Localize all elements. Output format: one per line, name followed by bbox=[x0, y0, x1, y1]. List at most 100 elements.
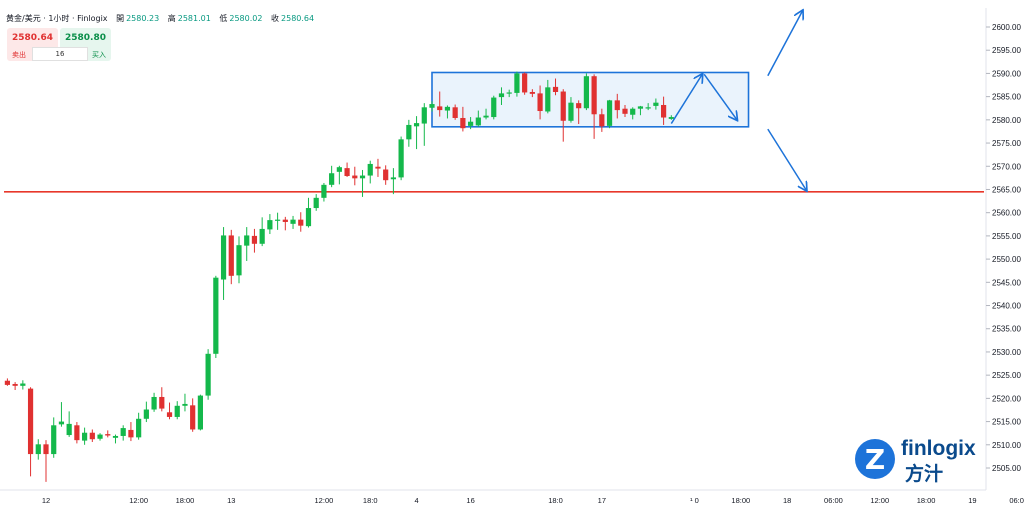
y-tick-label: 2565.00 bbox=[992, 185, 1021, 194]
zigzag-arrow-up bbox=[670, 74, 702, 124]
candle-body bbox=[483, 115, 489, 118]
candle-body bbox=[383, 169, 389, 181]
interval-label: 1小时 bbox=[48, 14, 70, 23]
candle-body bbox=[159, 396, 165, 409]
buy-label: 买入 bbox=[92, 51, 106, 59]
candle-body bbox=[514, 73, 520, 93]
open-label: 開 bbox=[116, 14, 125, 23]
x-tick-label: 18:00 bbox=[176, 496, 195, 505]
x-tick-label: 18:00 bbox=[917, 496, 936, 505]
symbol-label: 黄金/美元 bbox=[6, 14, 41, 23]
x-tick-label: 12 bbox=[42, 496, 50, 505]
y-tick-label: 2550.00 bbox=[992, 255, 1021, 264]
candle-body bbox=[305, 208, 312, 227]
candle-body bbox=[452, 107, 458, 118]
quantity-input[interactable]: 16 bbox=[32, 47, 88, 61]
candle-body bbox=[120, 428, 126, 436]
candle-body bbox=[112, 435, 119, 438]
chart-header: 黄金/美元 · 1小时 · Finlogix 開 2580.23 高 2581.01… bbox=[6, 13, 314, 24]
candle-body bbox=[97, 434, 103, 439]
candle-body bbox=[190, 405, 196, 430]
candle-body bbox=[58, 421, 65, 425]
candle-body bbox=[220, 235, 227, 280]
candle-body bbox=[166, 412, 173, 417]
y-tick-label: 2525.00 bbox=[992, 371, 1021, 380]
candle-body bbox=[4, 380, 10, 385]
finlogix-logo: Z finlogix 方汁 bbox=[855, 437, 987, 485]
candle-body bbox=[468, 121, 474, 126]
candle-body bbox=[637, 106, 644, 109]
candle-body bbox=[313, 197, 319, 209]
candle-body bbox=[645, 107, 651, 109]
candle-body bbox=[89, 432, 95, 440]
candle-body bbox=[529, 91, 535, 94]
candle-body bbox=[43, 444, 49, 455]
candle-body bbox=[182, 403, 188, 406]
candle-body bbox=[267, 220, 273, 230]
candle-body bbox=[197, 395, 203, 430]
candle-body bbox=[622, 108, 628, 114]
y-tick-label: 2590.00 bbox=[992, 69, 1021, 78]
candle-body bbox=[367, 163, 373, 176]
candle-body bbox=[12, 383, 18, 386]
candle-body bbox=[614, 100, 620, 111]
trade-widget: 2580.64 卖出 2580.80 买入 16 bbox=[7, 28, 111, 62]
y-tick-label: 2515.00 bbox=[992, 418, 1021, 427]
candle-body bbox=[336, 167, 342, 172]
candle-body bbox=[213, 277, 219, 354]
candle-body bbox=[653, 102, 659, 106]
low-label: 低 bbox=[219, 14, 228, 23]
projection-arrow bbox=[767, 128, 807, 190]
candle-body bbox=[74, 425, 80, 441]
close-label: 收 bbox=[271, 14, 280, 23]
y-tick-label: 2540.00 bbox=[992, 302, 1021, 311]
candle-body bbox=[151, 396, 157, 410]
candle-body bbox=[545, 87, 551, 112]
candle-body bbox=[27, 388, 34, 455]
y-tick-label: 2520.00 bbox=[992, 394, 1021, 403]
candle-body bbox=[444, 106, 451, 111]
candle-body bbox=[668, 117, 674, 119]
candle-body bbox=[105, 434, 111, 436]
candle-body bbox=[475, 117, 481, 126]
candle-body bbox=[576, 103, 582, 109]
candle-body bbox=[174, 405, 180, 417]
logo-z-icon: Z bbox=[864, 443, 886, 476]
sell-price: 2580.64 bbox=[12, 33, 53, 43]
candle-body bbox=[491, 97, 497, 118]
candle-body bbox=[498, 93, 505, 98]
buy-price: 2580.80 bbox=[65, 33, 106, 43]
candle-body bbox=[375, 166, 381, 169]
y-tick-label: 2545.00 bbox=[992, 278, 1021, 287]
y-tick-label: 2555.00 bbox=[992, 232, 1021, 241]
candle-body bbox=[251, 235, 258, 244]
candle-body bbox=[244, 235, 250, 246]
candle-body bbox=[236, 245, 242, 276]
candle-body bbox=[390, 177, 396, 180]
candle-body bbox=[290, 219, 296, 224]
candle-body bbox=[437, 106, 443, 111]
candle-body bbox=[205, 353, 211, 396]
close-value: 2580.64 bbox=[281, 14, 315, 23]
y-tick-label: 2570.00 bbox=[992, 162, 1021, 171]
candle-body bbox=[599, 114, 605, 127]
candle-body bbox=[20, 383, 26, 386]
candle-body bbox=[421, 107, 427, 124]
candle-body bbox=[66, 423, 72, 436]
high-label: 高 bbox=[167, 14, 176, 23]
x-tick-label: 4 bbox=[414, 496, 418, 505]
candle-body bbox=[329, 173, 335, 185]
x-tick-label: 17 bbox=[598, 496, 606, 505]
x-tick-label: 12:00 bbox=[315, 496, 334, 505]
x-tick-label: 12:00 bbox=[129, 496, 148, 505]
candle-body bbox=[136, 418, 142, 438]
y-tick-label: 2535.00 bbox=[992, 325, 1021, 334]
logo-mark-icon bbox=[855, 439, 895, 479]
candle-body bbox=[560, 91, 566, 121]
header-separator: · bbox=[43, 14, 46, 23]
candle-body bbox=[429, 104, 435, 108]
candle-body bbox=[661, 104, 667, 118]
candle-body bbox=[591, 76, 597, 115]
y-tick-label: 2575.00 bbox=[992, 139, 1021, 148]
